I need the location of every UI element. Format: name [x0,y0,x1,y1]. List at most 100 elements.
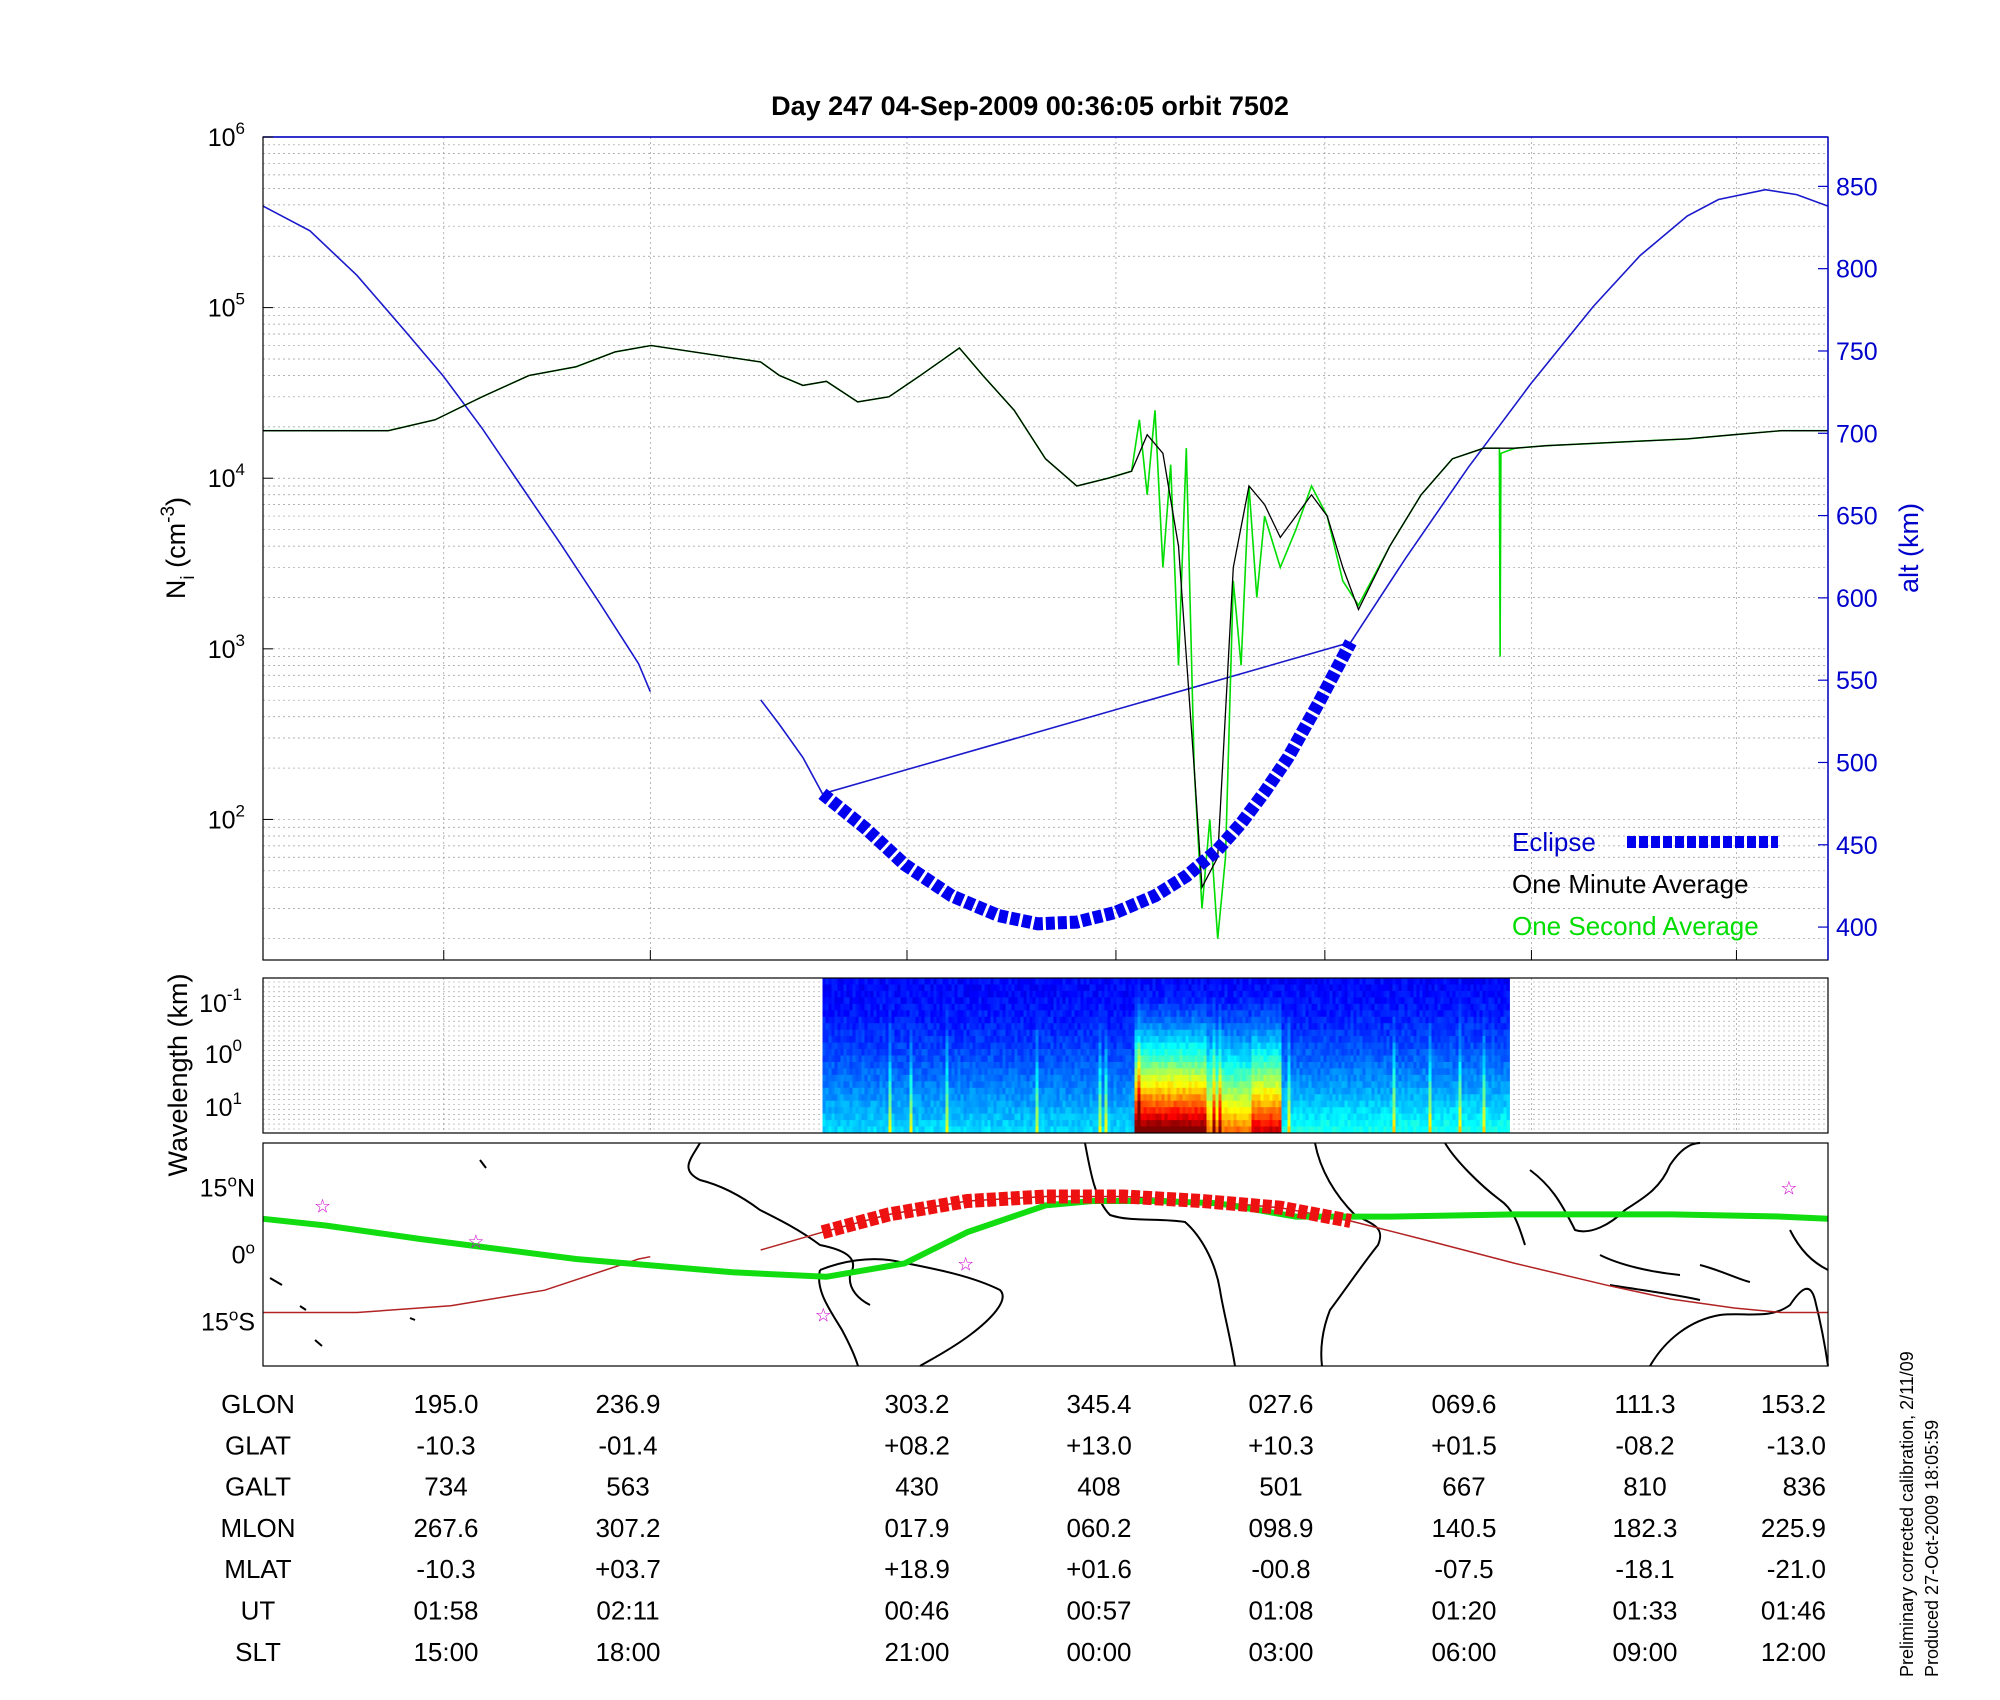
spectrogram-cell [1029,1062,1033,1069]
spectrogram-cell [1275,1055,1279,1063]
spectrogram-cell [1059,1062,1063,1069]
spectrogram-cell [834,1003,838,1011]
spectrogram-cell [1107,978,1111,985]
spectrogram-cell [1338,1003,1342,1011]
spectrogram-cell [1212,1055,1216,1063]
spectrogram-cell [996,1081,1000,1089]
spectrogram-cell [936,1016,940,1024]
spectrogram-cell [843,1087,847,1095]
spectrogram-cell [1170,1113,1174,1121]
spectrogram-cell [1041,1126,1045,1134]
spectrogram-cell [1149,1094,1153,1102]
spectrogram-cell [1146,1029,1150,1037]
spectrogram-cell [1170,1062,1174,1069]
spectrogram-cell [1143,1049,1147,1056]
spectrogram-cell [1290,1023,1294,1031]
spectrogram-cell [1056,1049,1060,1056]
spectrogram-cell [1083,1023,1087,1031]
spectrogram-cell [1128,1107,1132,1115]
spectrogram-cell [1158,997,1162,1005]
spectrogram-cell [990,1042,994,1050]
spectrogram-cell [1197,1010,1201,1018]
spectrogram-cell [930,1126,934,1134]
spectrogram-cell [1191,984,1195,992]
spectrogram-cell [966,1120,970,1127]
spectrogram-cell [879,1055,883,1063]
spectrogram-cell [1092,978,1096,985]
spectrogram-cell [1407,1126,1411,1134]
spectrogram-cell [1278,1062,1282,1069]
one-minute-average-line [263,344,1828,890]
spectrogram-cell [966,1003,970,1011]
spectrogram-cell [864,1087,868,1095]
spectrogram-cell [939,990,943,998]
spectrogram-cell [1005,990,1009,998]
spectrogram-cell [900,1029,904,1037]
spectrogram-cell [1299,1062,1303,1069]
spectrogram-cell [1329,1068,1333,1076]
spectrogram-cell [1404,1068,1408,1076]
spectrogram-cell [975,1107,979,1115]
spectrogram-cell [852,1100,856,1108]
spectrogram-cell [825,1087,829,1095]
spectrogram-cell [1152,1087,1156,1095]
spectrogram-cell [1128,978,1132,985]
spectrogram-cell [897,1120,901,1127]
spectrogram-cell [1152,1074,1156,1082]
spectrogram-cell [960,1049,964,1056]
spectrogram-cell [1173,997,1177,1005]
spectrogram-cell [1401,1068,1405,1076]
spectrogram-cell [1422,990,1426,998]
spectrogram-cell [1104,984,1108,992]
spectrogram-cell [966,1016,970,1024]
spectrogram-cell [1275,1029,1279,1037]
spectrogram-cell [1158,1023,1162,1031]
spectrogram-cell [1326,1120,1330,1127]
spectrogram-cell [1260,1010,1264,1018]
spectrogram-cell [879,1049,883,1056]
spectrogram-cell [912,1029,916,1037]
spectrogram-cell [1326,1113,1330,1121]
spectrogram-cell [1377,1094,1381,1102]
spectrogram-cell [1179,1062,1183,1069]
spectrogram-cell [1026,1003,1030,1011]
spectrogram-cell [1122,1081,1126,1089]
spectrogram-cell [1326,1126,1330,1134]
spectrogram-cell [1029,1055,1033,1063]
spectrogram-cell [936,1003,940,1011]
spectrogram-cell [1380,1100,1384,1108]
spectrogram-cell [840,1049,844,1056]
spectrogram-cell [1089,1094,1093,1102]
spectrogram-cell [960,1036,964,1043]
spectrogram-cell [822,1003,826,1011]
spectrogram-cell [1044,1113,1048,1121]
spectrogram-cell [1242,1049,1246,1056]
spectrogram-cell [1182,1126,1186,1134]
spectrogram-cell [1293,1107,1297,1115]
spectrogram-cell [1065,1016,1069,1024]
spectrogram-cell [1326,1055,1330,1063]
spectrogram-cell [1371,1029,1375,1037]
spectrogram-cell [1020,984,1024,992]
spectrogram-cell [1095,1010,1099,1018]
spectrogram-cell [1362,1068,1366,1076]
spectrogram-cell [1095,1023,1099,1031]
spectrogram-cell [1278,1042,1282,1050]
spectrogram-cell [1326,1094,1330,1102]
spectrogram-cell [1107,1003,1111,1011]
spectrogram-cell [1227,990,1231,998]
spectrogram-cell [1413,997,1417,1005]
spectrogram-cell [1401,1029,1405,1037]
spectrogram-cell [1125,1029,1129,1037]
spectrogram-cell [1203,990,1207,998]
spectrogram-cell [1344,1029,1348,1037]
spectrogram-cell [1404,1042,1408,1050]
spectrogram-cell [1152,1042,1156,1050]
spectrogram-cell [1266,1100,1270,1108]
spectrogram-cell [927,1042,931,1050]
spectrogram-cell [936,1126,940,1134]
spectrogram-cell [1407,1081,1411,1089]
spectrogram-cell [879,1094,883,1102]
spectrogram-cell [1152,1062,1156,1069]
spectrogram-cell [888,1068,892,1076]
